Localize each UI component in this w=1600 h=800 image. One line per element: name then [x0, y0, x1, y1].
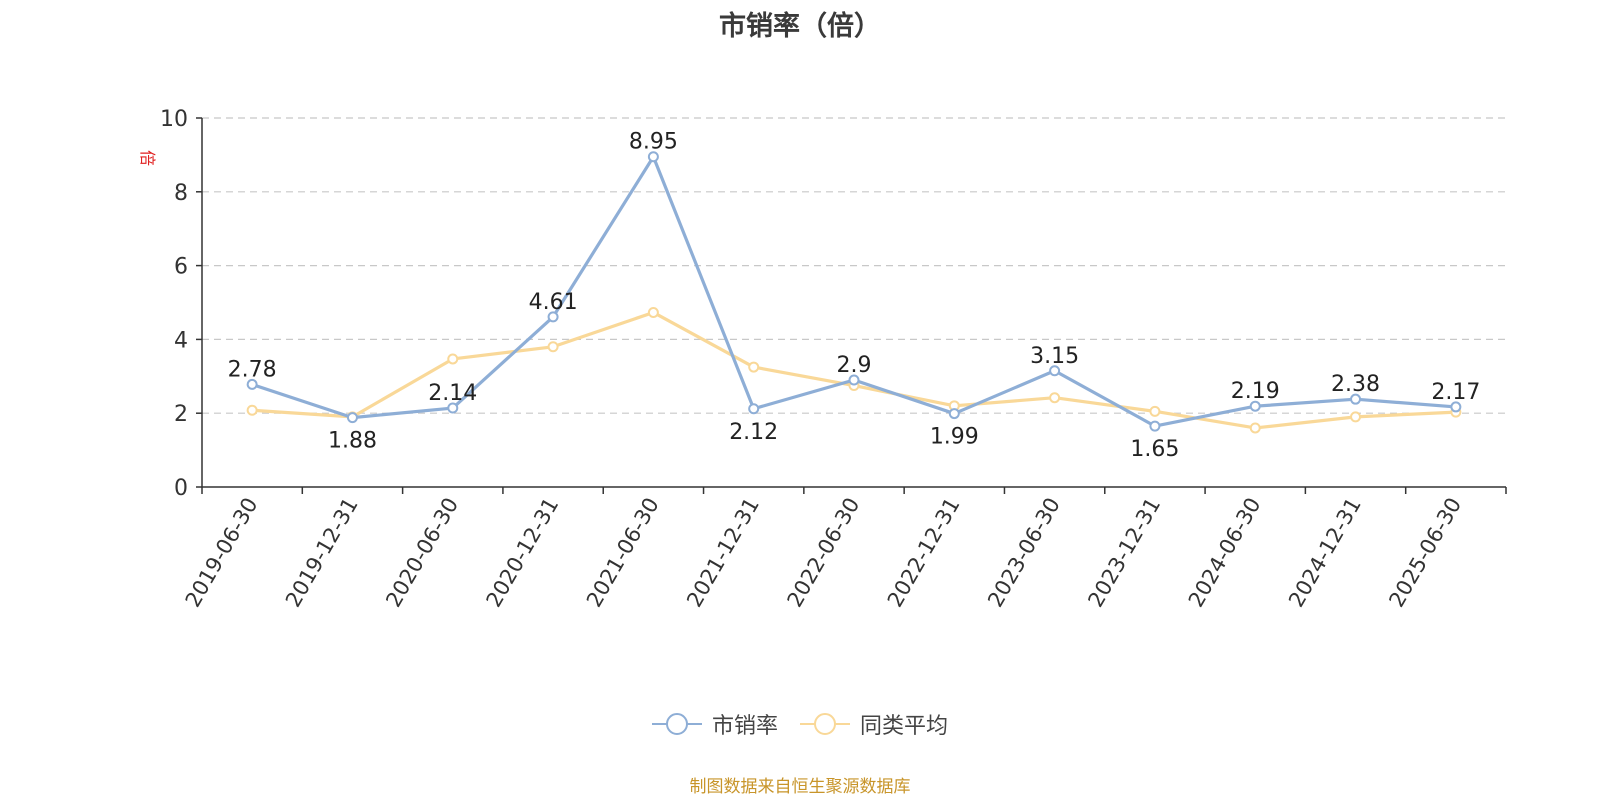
source-note: 制图数据来自恒生聚源数据库 [689, 777, 911, 797]
data-label: 2.19 [1231, 379, 1280, 404]
series-1-point[interactable] [547, 341, 559, 353]
legend-marker-series-0 [651, 713, 702, 735]
series-0-point[interactable] [1049, 365, 1061, 377]
x-tick-label: 2022-12-31 [883, 493, 965, 611]
series-0-point[interactable] [547, 311, 559, 323]
y-axis-label: 倍 [138, 150, 157, 166]
series-0-point[interactable] [1450, 401, 1462, 413]
legend-item-series-0[interactable]: 市销率 [651, 708, 778, 740]
data-label: 1.99 [930, 425, 979, 450]
x-tick-label: 2024-06-30 [1184, 494, 1266, 612]
data-label: 1.65 [1130, 437, 1179, 462]
series-0-point[interactable] [1149, 420, 1161, 432]
series-0-point[interactable] [346, 412, 358, 424]
x-tick-label: 2019-06-30 [181, 494, 263, 612]
series-0-point[interactable] [848, 374, 860, 386]
chart-title: 市销率（倍） [719, 11, 881, 42]
y-tick-label: 6 [174, 255, 188, 280]
data-label: 2.9 [837, 353, 872, 378]
x-tick-label: 2023-06-30 [983, 494, 1065, 612]
y-tick-label: 4 [174, 328, 188, 353]
grid-lines [202, 117, 1506, 414]
data-labels: 2.78 1.88 2.14 4.61 8.95 2.12 2.9 1.99 3.15 1.65 2… [228, 130, 1481, 462]
series-1-point[interactable] [1149, 405, 1161, 417]
data-label: 1.88 [328, 429, 377, 454]
series-1-point[interactable] [748, 361, 760, 373]
x-tick-label: 2021-12-31 [682, 494, 764, 612]
y-tick-label: 10 [160, 107, 188, 132]
series-0-point[interactable] [1350, 393, 1362, 405]
series-1-point[interactable] [1249, 422, 1261, 434]
series-1-point[interactable] [1350, 411, 1362, 423]
legend-label-series-0: 市销率 [711, 714, 778, 739]
data-label: 3.15 [1030, 344, 1079, 369]
series-1-point[interactable] [246, 404, 258, 416]
data-label: 2.38 [1331, 372, 1380, 397]
legend-label-series-1: 同类平均 [860, 714, 949, 739]
x-tick-label: 2021-06-30 [582, 494, 664, 612]
series-0-point[interactable] [647, 151, 659, 163]
x-tick-label: 2025-06-30 [1384, 494, 1466, 612]
x-tick-label: 2024-12-31 [1284, 494, 1366, 612]
y-tick-label: 0 [174, 476, 188, 501]
data-label: 4.61 [529, 290, 578, 315]
series-0-point[interactable] [1249, 400, 1261, 412]
x-tick-label: 2023-12-31 [1083, 494, 1165, 612]
data-label: 8.95 [629, 130, 678, 155]
legend: 市销率 同类平均 [0, 708, 1600, 740]
x-tick-label: 2022-06-30 [783, 494, 865, 612]
x-tick-label: 2020-06-30 [381, 494, 463, 612]
series-0-point[interactable] [447, 402, 459, 414]
series-0-point[interactable] [748, 403, 760, 415]
x-tick-label: 2020-12-31 [482, 494, 564, 612]
series-1-point[interactable] [647, 306, 659, 318]
legend-marker-series-1 [800, 713, 850, 735]
series-1-point[interactable] [1049, 392, 1061, 404]
data-label: 2.12 [729, 420, 778, 445]
series-0-point[interactable] [948, 408, 960, 420]
legend-item-series-1[interactable]: 同类平均 [800, 708, 948, 740]
series-lines [246, 151, 1462, 434]
series-1-point[interactable] [447, 353, 459, 365]
data-label: 2.78 [228, 357, 277, 382]
data-label: 2.14 [428, 381, 477, 406]
y-tick-label: 2 [174, 402, 188, 427]
x-tick-label: 2019-12-31 [281, 494, 363, 612]
y-tick-label: 8 [174, 181, 188, 206]
series-0-point[interactable] [246, 378, 258, 390]
data-label: 2.17 [1431, 380, 1480, 405]
